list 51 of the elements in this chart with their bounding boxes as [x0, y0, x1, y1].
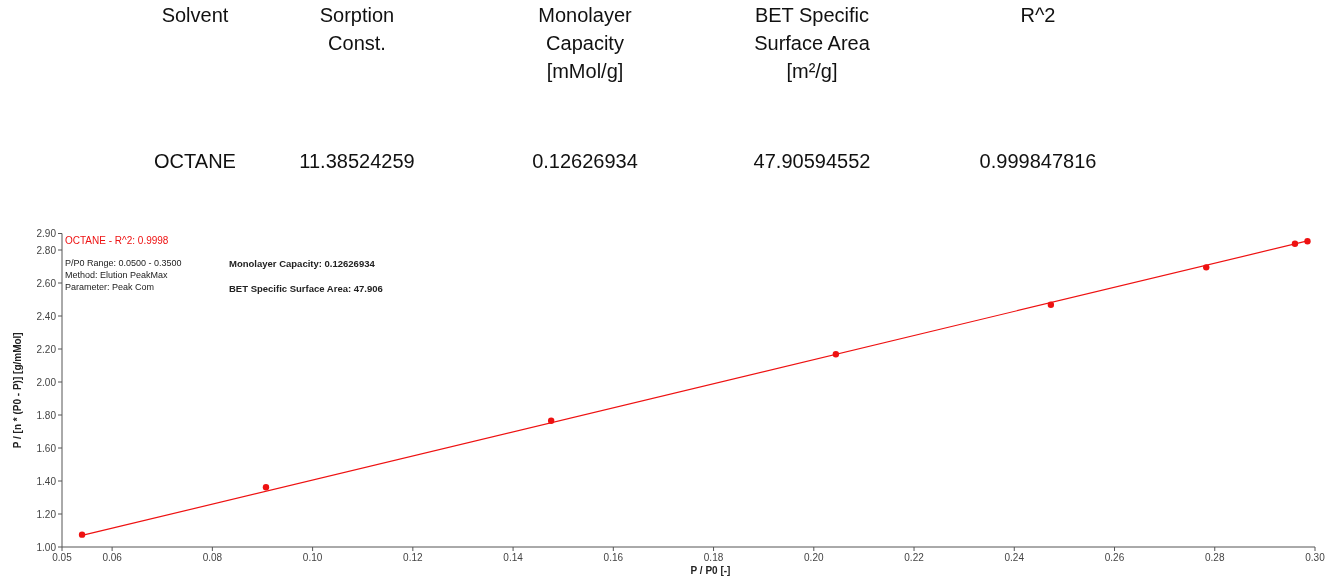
y-tick-label: 1.00	[36, 541, 57, 553]
y-axis-title: P / [n * (P0 - P)] [g/mMol]	[12, 332, 23, 449]
y-tick-label: 1.60	[36, 442, 57, 454]
y-tick-label: 1.80	[36, 409, 57, 421]
y-tick-label: 1.40	[36, 475, 57, 487]
text: 0.12626934	[532, 150, 638, 172]
point	[262, 484, 270, 491]
y-tick-label: 2.40	[36, 310, 57, 322]
x-tick-label: 0.10	[302, 552, 323, 563]
x-tick-label: 0.08	[202, 552, 223, 563]
x-tick-label: 0.26	[1104, 552, 1125, 563]
text: 0.999847816	[979, 150, 1097, 172]
annotation: Parameter: Peak Com	[65, 282, 155, 292]
text: Solvent	[161, 4, 229, 26]
text: OCTANE - R^2: 0.9998	[65, 235, 169, 246]
y-tick-label: 1.20	[36, 508, 57, 520]
point	[1304, 238, 1311, 245]
y-tick-label: 2.00	[36, 376, 57, 388]
point	[547, 417, 555, 424]
x-tick-label: 0.28	[1205, 552, 1225, 563]
y-tick-label: 2.20	[36, 343, 57, 355]
text: 47.90594552	[753, 150, 871, 172]
text: BET Specific Surface Area [m²/g]	[754, 4, 871, 82]
point	[78, 531, 86, 538]
y-tick-label: 2.80	[36, 244, 57, 256]
x-tick-label: 0.24	[1004, 552, 1025, 563]
x-tick-label: 0.18	[703, 552, 724, 563]
x-tick-label: 0.16	[603, 552, 624, 563]
point	[1203, 264, 1210, 271]
annotation: Monolayer Capacity: 0.12626934	[229, 258, 376, 269]
text: Monolayer Capacity [mMol/g]	[538, 4, 633, 82]
x-tick-label: 0.22	[904, 552, 925, 563]
text: 11.38524259	[299, 150, 415, 172]
x-tick-label: 0.06	[102, 552, 123, 563]
x-tick-label: 0.12	[403, 552, 424, 563]
text: R^2	[1020, 4, 1056, 26]
point	[1047, 301, 1055, 308]
annotation: BET Specific Surface Area: 47.906	[229, 283, 383, 294]
point	[1291, 240, 1299, 247]
y-tick-label: 2.60	[36, 277, 57, 289]
annotation: P/P0 Range: 0.0500 - 0.3500	[65, 258, 182, 268]
x-tick-label: 0.20	[804, 552, 824, 563]
point	[832, 351, 840, 358]
x-tick-label: 0.05	[52, 552, 73, 563]
x-tick-label: 0.14	[503, 552, 524, 563]
x-tick-label: 0.30	[1305, 552, 1326, 563]
text: OCTANE	[154, 150, 236, 172]
x-axis-title: P / P0 [-]	[690, 565, 731, 576]
text: Sorption Const.	[319, 4, 395, 54]
annotation: Method: Elution PeakMax	[65, 270, 169, 280]
y-tick-label: 2.90	[36, 228, 57, 239]
